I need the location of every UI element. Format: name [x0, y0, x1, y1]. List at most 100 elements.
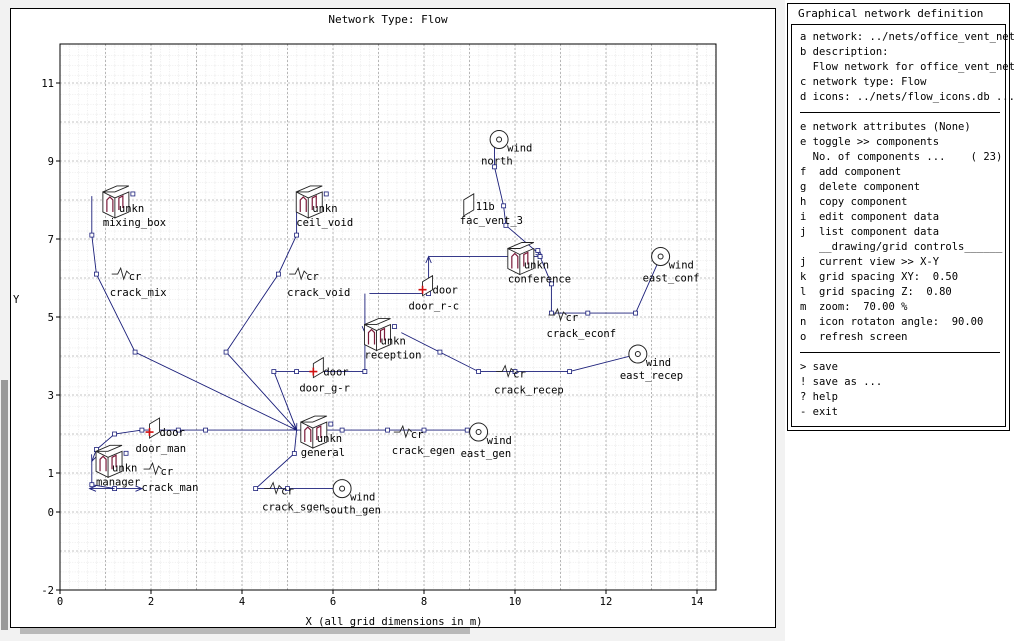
zone-box-port [123, 450, 129, 456]
menu-separator [800, 112, 1000, 113]
menu-item-1[interactable]: b description: [800, 46, 889, 58]
menu-item-10[interactable]: g delete component [800, 181, 921, 193]
connection-waypoint [275, 271, 281, 277]
wind-icon: wind [469, 422, 512, 447]
cr-icon: cr [289, 266, 319, 283]
zone-box-port [392, 324, 397, 329]
connection-waypoint [294, 369, 300, 375]
y-tick-label: 5 [48, 312, 54, 324]
menu-item-12[interactable]: i edit component data [800, 211, 940, 223]
connection-waypoint [291, 451, 297, 456]
component-label: crack_void [287, 287, 350, 299]
component-label: crack_mix [110, 287, 167, 299]
component-label: crack_econf [547, 328, 617, 340]
connection-arrow [88, 485, 97, 492]
icon-type-label: 11b [476, 201, 495, 213]
component-label: east_recep [620, 370, 683, 382]
component-reception[interactable]: unkn reception [364, 318, 422, 362]
menu-item-24[interactable]: ? help [800, 391, 838, 403]
menu-item-4[interactable]: d icons: ../nets/flow_icons.db ... [800, 91, 1015, 103]
11b-icon: 11b [463, 193, 495, 217]
component-mixing_box[interactable]: unkn mixing_box [102, 185, 166, 229]
component-crack_man[interactable]: cr crack_man [142, 461, 199, 494]
connection-waypoint [585, 310, 591, 316]
menu-item-11[interactable]: h copy component [800, 196, 908, 208]
component-crack_sgen[interactable]: cr crack_sgen [262, 481, 325, 514]
component-general[interactable]: unkn general [300, 415, 345, 459]
vertical-scrollbar[interactable] [1, 380, 8, 630]
icon-type-label: unkn [119, 203, 144, 215]
component-crack_void[interactable]: cr crack_void [287, 266, 350, 299]
x-tick-label: 8 [421, 596, 427, 608]
component-fac_vent_3[interactable]: 11b fac_vent_3 [460, 193, 523, 227]
menu-item-7[interactable]: e toggle >> components [800, 136, 940, 148]
component-crack_econf[interactable]: cr crack_econf [547, 307, 617, 340]
connection-arrow [135, 485, 144, 492]
menu-item-13[interactable]: j list component data [800, 226, 940, 238]
menu-item-18[interactable]: m zoom: 70.00 % [800, 301, 908, 313]
component-door_man[interactable]: door door_man [136, 417, 187, 455]
wind-dot [657, 253, 664, 260]
network-canvas[interactable]: Network Type: Flow 0 2 4 6 8 10 12 14 -2 0 1 3 5 7 9 11… [10, 8, 776, 628]
icon-type-label: wind [507, 143, 532, 155]
connection-waypoint [94, 271, 99, 277]
connection-waypoint [385, 427, 391, 433]
menu-item-9[interactable]: f add component [800, 166, 902, 178]
y-tick-label: -2 [41, 585, 54, 597]
crack-zigzag [548, 307, 567, 322]
crack-zigzag [264, 481, 283, 496]
component-crack_recep[interactable]: cr crack_recep [494, 364, 564, 397]
menu-item-16[interactable]: k grid spacing XY: 0.50 [800, 271, 959, 283]
menu-item-0[interactable]: a network: ../nets/office_vent_net [800, 31, 1015, 43]
component-door_g-r[interactable]: door door_g-r [299, 356, 350, 395]
component-ceil_void[interactable]: unkn ceil_void [295, 185, 353, 229]
icon-type-label: cr [129, 271, 142, 283]
zone-box-mark [367, 327, 386, 345]
component-crack_egen[interactable]: cr crack_egen [392, 424, 455, 457]
connection-waypoint [139, 427, 145, 433]
wind-dot [475, 429, 482, 436]
connection-waypoint [492, 164, 497, 170]
component-label: mixing_box [103, 217, 166, 229]
menu-item-15[interactable]: j current view >> X-Y [800, 256, 940, 268]
component-manager[interactable]: unkn manager [95, 444, 140, 488]
wind-icon: wind [332, 479, 375, 504]
component-label: crack_man [142, 482, 199, 494]
menu-item-19[interactable]: n icon rotaton angle: 90.00 [800, 316, 984, 328]
icon-type-label: door [323, 367, 348, 379]
horizontal-scrollbar[interactable] [20, 628, 470, 634]
zone-box-mark [299, 194, 317, 212]
crack-zigzag [496, 364, 515, 379]
menu-item-17[interactable]: l grid spacing Z: 0.80 [800, 286, 952, 298]
network-diagram[interactable]: Network Type: Flow 0 2 4 6 8 10 12 14-201357911… [11, 9, 775, 627]
connection-waypoint [203, 427, 209, 433]
component-door_r-c[interactable]: door door_r-c [409, 274, 460, 313]
canvas-frame: Network Type: Flow 0 2 4 6 8 10 12 14 -2 0 1 3 5 7 9 11… [0, 0, 785, 641]
component-label: door_man [136, 443, 187, 455]
door-cross [145, 428, 154, 437]
menu-item-20[interactable]: o refresh screen [800, 331, 908, 343]
component-label: north [481, 156, 513, 168]
menu-item-3[interactable]: c network type: Flow [800, 76, 927, 88]
menu-item-6[interactable]: e network attributes (None) [800, 121, 971, 133]
connection-waypoint [421, 427, 427, 433]
connection-waypoint [512, 369, 518, 375]
menu-item-23[interactable]: ! save as ... [800, 376, 883, 388]
connection-waypoint [549, 310, 554, 316]
crack-zigzag [289, 266, 308, 281]
menu-item-22[interactable]: > save [800, 361, 838, 373]
crack-zigzag [393, 424, 413, 439]
icon-type-label: wind [646, 357, 671, 369]
component-conference[interactable]: unkn conference [507, 242, 571, 286]
wind-dot [339, 485, 346, 492]
menu-item-25[interactable]: - exit [800, 406, 838, 418]
network-title: Network Type: Flow [328, 13, 448, 26]
connection-waypoint [437, 349, 443, 355]
component-crack_mix[interactable]: cr crack_mix [110, 266, 167, 299]
